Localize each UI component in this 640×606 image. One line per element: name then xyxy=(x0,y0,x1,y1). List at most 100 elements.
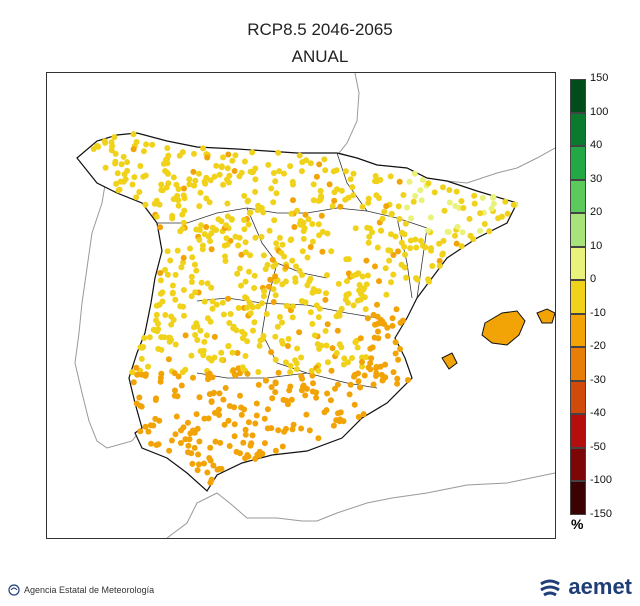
station-dot xyxy=(242,431,249,438)
station-dot xyxy=(274,323,281,330)
station-dot xyxy=(346,391,353,398)
station-dot xyxy=(272,380,279,387)
station-dot xyxy=(298,425,305,432)
station-dot xyxy=(453,240,460,247)
station-dot xyxy=(439,251,446,258)
station-dot xyxy=(200,145,207,152)
station-dot xyxy=(169,290,176,297)
station-dot xyxy=(313,288,319,294)
station-dot xyxy=(178,264,185,271)
station-dot xyxy=(218,163,225,170)
station-dot xyxy=(467,232,474,239)
station-dot xyxy=(231,433,238,440)
station-dot xyxy=(172,296,179,303)
station-dot xyxy=(111,134,118,141)
station-dot xyxy=(436,258,443,264)
station-dot xyxy=(196,203,203,210)
station-dot xyxy=(269,395,276,402)
colorbar xyxy=(570,79,586,515)
station-dot xyxy=(369,229,375,236)
station-dot xyxy=(246,268,252,275)
station-dot xyxy=(315,221,322,228)
station-dot xyxy=(265,283,272,290)
station-dot xyxy=(230,367,237,374)
station-dot xyxy=(390,369,397,376)
station-dot xyxy=(102,139,109,146)
station-dot xyxy=(428,247,434,254)
station-dot xyxy=(196,438,203,445)
station-dot xyxy=(226,403,233,409)
station-dot xyxy=(142,201,149,208)
station-dot xyxy=(153,317,159,324)
station-dot xyxy=(359,273,366,280)
station-dot xyxy=(218,356,225,363)
station-dot xyxy=(351,371,358,378)
station-dot xyxy=(287,362,294,369)
station-dot xyxy=(281,170,287,177)
station-dot xyxy=(444,228,451,235)
station-dot xyxy=(349,355,355,361)
station-dot xyxy=(160,160,167,167)
station-dot xyxy=(397,346,403,352)
station-dot xyxy=(326,181,333,188)
station-dot xyxy=(349,184,356,191)
station-dot xyxy=(293,263,299,270)
station-dot xyxy=(322,328,329,334)
station-dot xyxy=(159,187,166,194)
station-dot xyxy=(116,186,123,193)
station-dot xyxy=(193,411,200,418)
station-dot xyxy=(343,292,350,299)
station-dot xyxy=(323,342,330,349)
colorbar-tick-label: 0 xyxy=(590,273,597,286)
station-dot xyxy=(379,318,386,325)
map-frame xyxy=(46,72,556,539)
station-dot xyxy=(157,290,164,297)
station-dot xyxy=(354,344,361,351)
station-dot xyxy=(384,333,391,339)
station-dot xyxy=(379,377,386,384)
station-dot xyxy=(197,189,204,196)
station-dot xyxy=(477,210,484,217)
station-dot xyxy=(291,224,298,230)
station-dot xyxy=(261,415,268,422)
station-dot xyxy=(209,305,216,312)
station-dot xyxy=(322,167,329,174)
station-dot xyxy=(139,344,146,351)
station-dot xyxy=(176,152,183,159)
station-dot xyxy=(394,380,401,387)
station-dot xyxy=(418,197,425,204)
station-dot xyxy=(164,248,171,255)
station-dot xyxy=(168,321,175,328)
station-dot xyxy=(216,171,223,178)
station-dot xyxy=(384,324,391,331)
station-dot xyxy=(396,216,403,222)
station-dot xyxy=(290,197,296,204)
station-dot xyxy=(201,178,208,185)
station-dot xyxy=(239,335,246,342)
station-dot xyxy=(95,143,102,150)
station-dot xyxy=(260,293,267,300)
station-dot xyxy=(252,420,259,427)
station-dot xyxy=(401,264,408,271)
station-dot xyxy=(284,343,291,349)
station-dot xyxy=(309,221,316,227)
station-dot xyxy=(374,244,381,251)
station-dot xyxy=(427,214,434,221)
station-dot xyxy=(355,414,362,420)
station-dot xyxy=(290,181,296,188)
station-dot xyxy=(324,230,331,237)
station-dot xyxy=(191,150,197,157)
station-dot xyxy=(162,266,168,273)
station-dot xyxy=(310,197,317,204)
station-dot xyxy=(180,192,187,199)
station-dot xyxy=(345,256,352,263)
station-dot xyxy=(252,455,259,462)
agency-name: Agencia Estatal de Meteorología xyxy=(24,585,155,595)
station-dot xyxy=(207,177,214,184)
station-dot xyxy=(130,131,137,138)
colorbar-segment xyxy=(570,79,586,113)
station-dot xyxy=(213,162,220,169)
station-dot xyxy=(360,286,367,293)
station-dot xyxy=(338,187,345,194)
station-dot xyxy=(345,359,351,366)
